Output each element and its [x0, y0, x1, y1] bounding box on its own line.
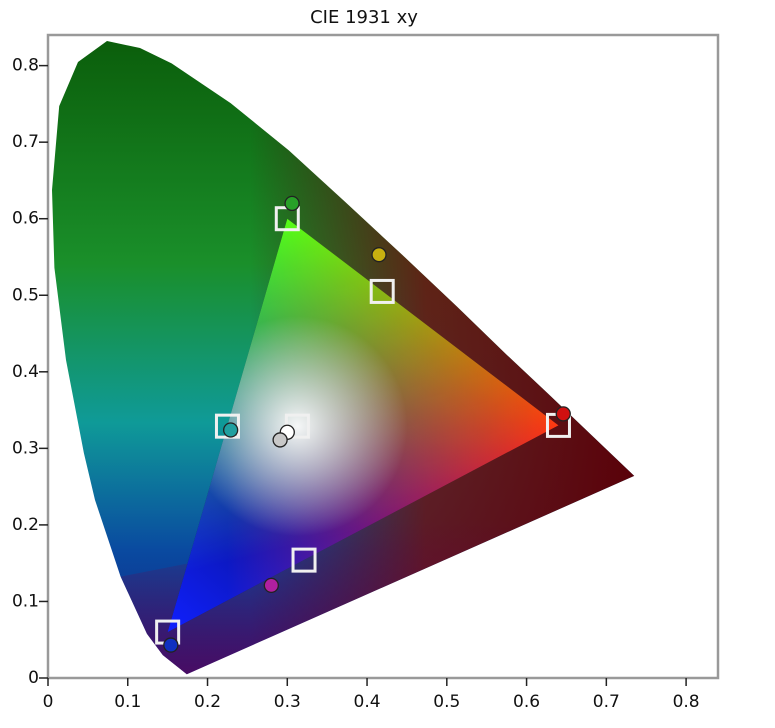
target-marker	[291, 547, 317, 573]
y-tick-label: 0.4	[12, 362, 39, 382]
gamut-triangle	[167, 218, 559, 633]
measured-point	[163, 637, 179, 653]
y-tick-label: 0.7	[12, 132, 39, 152]
y-tick-label: 0.8	[12, 56, 39, 76]
measured-point	[263, 577, 279, 594]
x-tick-label: 0.5	[433, 692, 460, 712]
plot-frame	[46, 33, 720, 680]
y-tick-label: 0	[28, 668, 39, 688]
y-tick-label: 0.2	[12, 515, 39, 535]
x-tick-label: 0.1	[114, 692, 141, 712]
measured-point	[284, 195, 300, 212]
target-marker	[214, 413, 240, 439]
locus-purple-overlay	[120, 475, 635, 675]
chart-title: CIE 1931 xy	[310, 7, 418, 28]
y-tick-label: 0.6	[12, 209, 39, 229]
measured-point	[223, 422, 239, 438]
x-tick-label: 0.2	[194, 692, 221, 712]
measured-point	[272, 432, 288, 448]
x-tick-label: 0.8	[673, 692, 700, 712]
measured-point	[371, 247, 387, 263]
x-tick-label: 0.6	[513, 692, 540, 712]
x-tick-label: 0.3	[274, 692, 301, 712]
target-marker	[369, 278, 395, 304]
y-tick-label: 0.1	[12, 591, 39, 611]
y-tick-label: 0.3	[12, 438, 39, 458]
gamut-white	[167, 218, 559, 633]
x-tick-label: 0	[43, 692, 54, 712]
x-tick-label: 0.7	[593, 692, 620, 712]
x-tick-label: 0.4	[354, 692, 381, 712]
y-tick-label: 0.5	[12, 285, 39, 305]
measured-point	[555, 406, 571, 422]
